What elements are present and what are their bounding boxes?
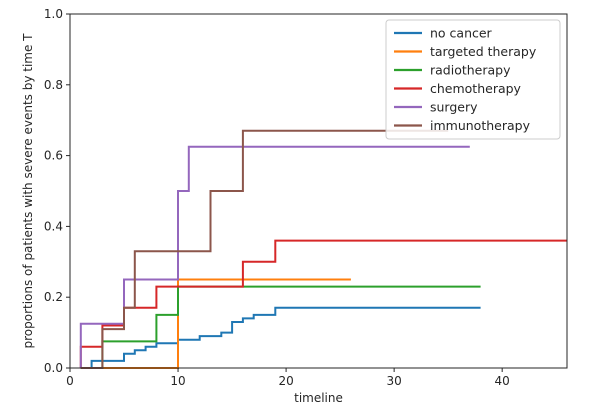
y-tick-label: 0.0 — [44, 361, 63, 375]
legend-label-immunotherapy: immunotherapy — [430, 118, 531, 133]
legend-label-targeted-therapy: targeted therapy — [430, 44, 537, 59]
y-ticks: 0.0 0.2 0.4 0.6 0.8 1.0 — [44, 7, 70, 375]
y-axis-label: proportions of patients with severe even… — [21, 33, 35, 349]
series-line-no-cancer — [80, 306, 481, 369]
plot-frame — [69, 13, 568, 369]
x-tick-label: 30 — [386, 374, 401, 388]
x-tick-label: 10 — [170, 374, 185, 388]
series-line-immunotherapy — [80, 129, 449, 369]
x-tick-label: 0 — [66, 374, 74, 388]
x-tick-label: 20 — [278, 374, 293, 388]
legend-label-no-cancer: no cancer — [430, 26, 493, 41]
legend: no cancer targeted therapy radiotherapy che… — [385, 19, 561, 140]
y-tick-label: 0.8 — [44, 78, 63, 92]
x-ticks: 0 10 20 30 40 — [66, 368, 510, 388]
legend-label-surgery: surgery — [430, 100, 478, 115]
x-axis-label: timeline — [294, 391, 343, 405]
y-tick-label: 0.6 — [44, 149, 63, 163]
y-tick-label: 0.2 — [44, 290, 63, 304]
legend-label-chemotherapy: chemotherapy — [430, 81, 522, 96]
series-line-surgery — [79, 145, 470, 368]
legend-label-radiotherapy: radiotherapy — [430, 63, 511, 78]
legend-box — [385, 19, 561, 140]
y-tick-label: 0.4 — [44, 219, 63, 233]
x-tick-label: 40 — [495, 374, 510, 388]
series-layer — [79, 129, 567, 369]
y-tick-label: 1.0 — [44, 7, 63, 21]
